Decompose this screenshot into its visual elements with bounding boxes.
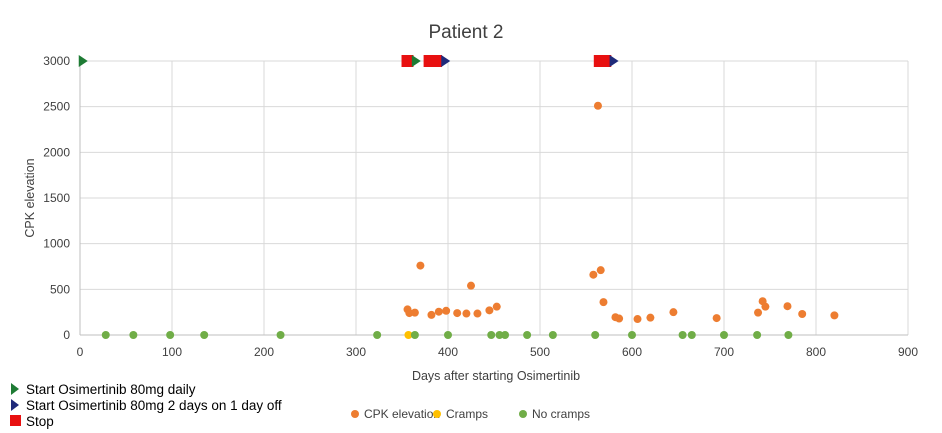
- event-markers: [78, 55, 619, 67]
- cpk-elevation-point: [492, 302, 501, 311]
- no-cramps-point: [129, 331, 138, 339]
- cpk-elevation-point: [669, 308, 678, 317]
- stop-marker: [599, 55, 612, 67]
- cpk-elevation-point: [410, 308, 419, 317]
- x-tick-label: 700: [714, 345, 734, 359]
- chart-title: Patient 2: [429, 22, 504, 43]
- cpk-elevation-point: [434, 307, 443, 316]
- x-tick-label: 200: [254, 345, 274, 359]
- cpk-elevation-point: [462, 309, 471, 318]
- no-cramps-point: [687, 331, 696, 339]
- y-tick-label: 2000: [43, 145, 70, 159]
- cpk-elevation-point: [615, 314, 624, 323]
- no-cramps-point: [678, 331, 687, 339]
- start-intermittent-legend-label: Start Osimertinib 80mg 2 days on 1 day o…: [26, 398, 282, 413]
- cramps-legend-swatch: [433, 410, 441, 418]
- cpk-elevation-point: [783, 302, 792, 311]
- no-cramps-point: [166, 331, 175, 339]
- y-tick-label: 2500: [43, 100, 70, 114]
- cpk-elevation-point: [754, 308, 763, 317]
- cramps-legend-label: Cramps: [446, 407, 488, 421]
- y-tick-label: 1000: [43, 237, 70, 251]
- x-tick-label: 900: [898, 345, 918, 359]
- x-tick-label: 500: [530, 345, 550, 359]
- axes: 0 100 200 300 400 500 600 700 800 900 0 500 1000 1500…: [43, 54, 918, 359]
- no-cramps-point: [591, 331, 600, 339]
- cpk-elevation-legend-label: CPK elevation: [364, 407, 440, 421]
- cpk-elevation-point: [427, 310, 436, 319]
- cpk-elevation-point: [473, 309, 482, 318]
- series-legend: CPK elevation Cramps No cramps: [351, 407, 590, 421]
- no-cramps-point: [523, 331, 532, 339]
- start-daily-legend-icon: [11, 383, 19, 395]
- start-daily-marker: [411, 55, 421, 67]
- cpk-elevation-point: [442, 306, 451, 315]
- start-intermittent-marker: [609, 55, 619, 67]
- stop-marker: [401, 55, 414, 67]
- x-tick-label: 0: [77, 345, 84, 359]
- no-cramps-point: [487, 331, 496, 339]
- start-intermittent-legend-icon: [11, 399, 19, 411]
- no-cramps-point: [410, 331, 419, 339]
- x-axis-title: Days after starting Osimertinib: [412, 369, 580, 383]
- cpk-elevation-point: [593, 101, 602, 110]
- cpk-elevation-point: [416, 261, 425, 270]
- cpk-elevation-legend-swatch: [351, 410, 359, 418]
- x-tick-label: 100: [162, 345, 182, 359]
- no-cramps-point: [784, 331, 793, 339]
- x-tick-label: 600: [622, 345, 642, 359]
- start-intermittent-marker: [441, 55, 451, 67]
- cpk-elevation-point: [798, 309, 807, 318]
- y-tick-label: 500: [50, 282, 70, 296]
- y-tick-label: 1500: [43, 191, 70, 205]
- no-cramps-point: [753, 331, 762, 339]
- cpk-elevation-point: [633, 315, 642, 324]
- stop-legend-icon: [10, 415, 21, 426]
- cpk-elevation-point: [467, 281, 475, 290]
- x-tick-label: 800: [806, 345, 826, 359]
- no-cramps-point: [101, 331, 110, 339]
- start-daily-marker: [78, 55, 88, 67]
- x-tick-label: 300: [346, 345, 366, 359]
- no-cramps-point: [628, 331, 636, 339]
- y-tick-label: 0: [63, 328, 70, 342]
- no-cramps-point: [720, 331, 728, 339]
- no-cramps-point: [495, 331, 504, 339]
- cpk-elevation-point: [761, 302, 770, 311]
- cramps-point: [404, 331, 413, 339]
- no-cramps-point: [444, 331, 452, 339]
- no-cramps-point: [200, 331, 209, 339]
- no-cramps-point: [501, 331, 510, 339]
- y-tick-label: 3000: [43, 54, 70, 68]
- cpk-elevation-point: [830, 311, 839, 320]
- cpk-elevation-point: [599, 298, 608, 307]
- no-cramps-legend-label: No cramps: [532, 407, 590, 421]
- cpk-elevation-point: [453, 309, 462, 318]
- cpk-elevation-point: [712, 314, 721, 323]
- cpk-elevation-point: [485, 306, 494, 315]
- no-cramps-point: [373, 331, 382, 339]
- cpk-elevation-point: [596, 266, 605, 275]
- no-cramps-point: [276, 331, 285, 339]
- stop-legend-label: Stop: [26, 414, 54, 429]
- stop-marker: [430, 55, 443, 67]
- cpk-elevation-point: [589, 270, 598, 279]
- x-tick-label: 400: [438, 345, 458, 359]
- no-cramps-point: [548, 331, 557, 339]
- cpk-elevation-point: [646, 313, 655, 322]
- gridlines: [79, 60, 909, 336]
- data-points: [101, 101, 839, 339]
- y-axis-title: CPK elevation: [23, 158, 37, 237]
- start-daily-legend-label: Start Osimertinib 80mg daily: [26, 382, 196, 397]
- no-cramps-legend-swatch: [519, 410, 527, 418]
